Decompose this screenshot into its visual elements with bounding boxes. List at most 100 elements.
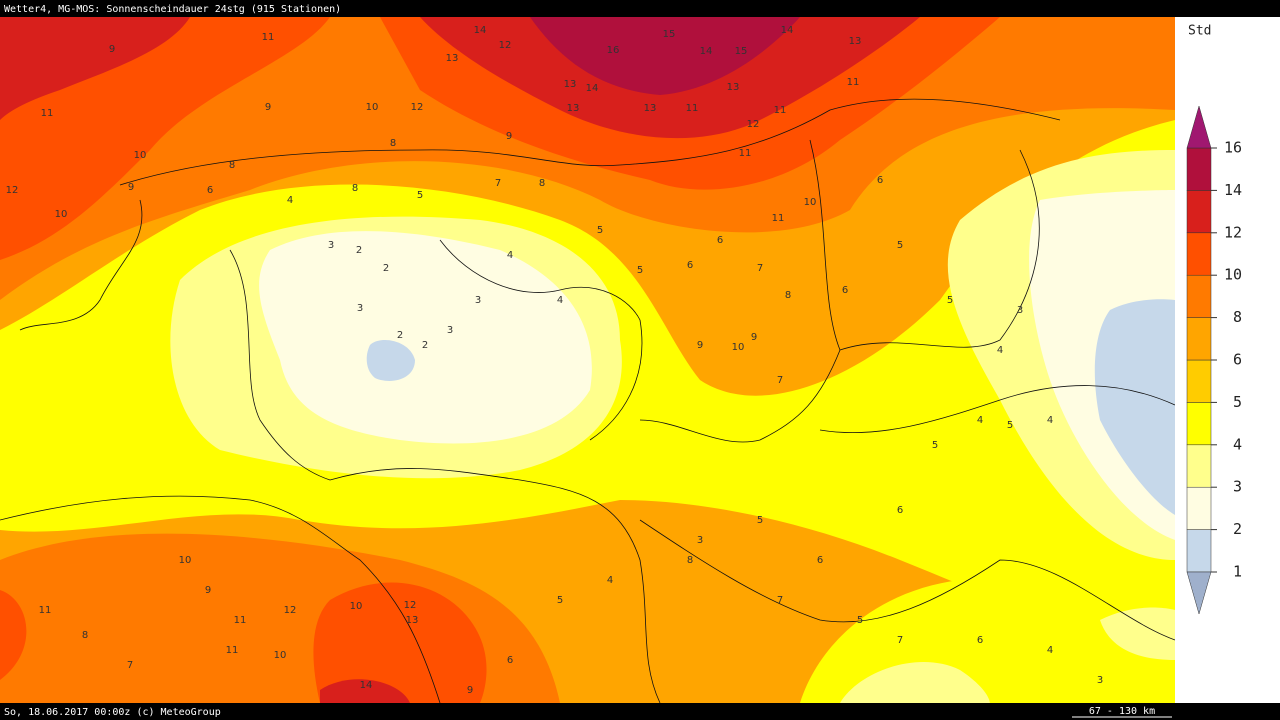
- station-value: 4: [607, 575, 613, 586]
- station-value: 5: [897, 240, 903, 251]
- station-value: 5: [417, 190, 423, 201]
- legend-band: [1186, 444, 1212, 488]
- station-value: 13: [564, 79, 577, 90]
- legend-level: 6: [1233, 351, 1242, 369]
- footer-text: So, 18.06.2017 00:00z (c) MeteoGroup: [4, 707, 221, 718]
- station-value: 11: [686, 103, 699, 114]
- station-value: 9: [697, 340, 703, 351]
- station-value: 8: [229, 160, 235, 171]
- legend-band: [1186, 317, 1212, 361]
- station-value: 12: [499, 40, 512, 51]
- station-value: 2: [383, 263, 389, 274]
- station-value: 3: [328, 240, 334, 251]
- station-value: 9: [467, 685, 473, 696]
- station-value: 3: [697, 535, 703, 546]
- legend-band: [1186, 486, 1212, 530]
- station-value: 4: [977, 415, 983, 426]
- footer-bar: [0, 703, 1280, 720]
- station-value: 4: [287, 195, 293, 206]
- station-value: 12: [6, 185, 19, 196]
- station-value: 13: [567, 103, 580, 114]
- station-value: 8: [352, 183, 358, 194]
- legend-arrow-high: [1186, 105, 1212, 149]
- station-value: 6: [977, 635, 983, 646]
- station-value: 3: [475, 295, 481, 306]
- station-value: 3: [1097, 675, 1103, 686]
- station-value: 10: [274, 650, 287, 661]
- station-value: 5: [932, 440, 938, 451]
- station-value: 7: [897, 635, 903, 646]
- station-value: 7: [127, 660, 133, 671]
- legend-level: 3: [1233, 478, 1242, 496]
- station-value: 10: [804, 197, 817, 208]
- station-value: 6: [817, 555, 823, 566]
- station-value: 6: [717, 235, 723, 246]
- station-value: 9: [128, 182, 134, 193]
- station-value: 2: [356, 245, 362, 256]
- station-value: 12: [284, 605, 297, 616]
- station-value: 11: [772, 213, 785, 224]
- legend-level: 4: [1233, 435, 1242, 453]
- header-bar: [0, 0, 1280, 17]
- station-value: 5: [637, 265, 643, 276]
- station-value: 15: [735, 46, 748, 57]
- station-value: 12: [411, 102, 424, 113]
- legend-arrow-low: [1186, 571, 1212, 615]
- station-value: 11: [739, 148, 752, 159]
- station-value: 2: [422, 340, 428, 351]
- station-value: 14: [700, 46, 713, 57]
- station-value: 10: [134, 150, 147, 161]
- station-value: 8: [82, 630, 88, 641]
- station-value: 3: [447, 325, 453, 336]
- station-value: 9: [205, 585, 211, 596]
- station-value: 9: [751, 332, 757, 343]
- station-value: 6: [207, 185, 213, 196]
- station-value: 6: [877, 175, 883, 186]
- legend-band: [1186, 190, 1212, 234]
- station-value: 9: [506, 131, 512, 142]
- station-value: 16: [607, 45, 620, 56]
- station-value: 13: [406, 615, 419, 626]
- stations: 9 11 11 9 10 12 10 8 13 14 12 13 16 15 14 15 14 13 13 14 13 1…: [6, 25, 1104, 696]
- station-value: 8: [785, 290, 791, 301]
- station-value: 5: [757, 515, 763, 526]
- station-value: 5: [947, 295, 953, 306]
- station-value: 7: [757, 263, 763, 274]
- station-value: 8: [687, 555, 693, 566]
- station-value: 10: [179, 555, 192, 566]
- station-value: 13: [727, 82, 740, 93]
- station-value: 11: [262, 32, 275, 43]
- legend-level: 1: [1233, 563, 1242, 581]
- station-value: 6: [842, 285, 848, 296]
- station-value: 5: [857, 615, 863, 626]
- legend-level: 16: [1224, 139, 1242, 157]
- legend-band: [1186, 529, 1212, 573]
- station-value: 8: [390, 138, 396, 149]
- legend-level: 10: [1224, 266, 1242, 284]
- station-value: 4: [557, 295, 563, 306]
- legend-level: 12: [1224, 223, 1242, 241]
- station-value: 4: [1047, 645, 1053, 656]
- legend-level: 5: [1233, 393, 1242, 411]
- station-value: 11: [847, 77, 860, 88]
- station-value: 6: [507, 655, 513, 666]
- station-value: 15: [663, 29, 676, 40]
- station-value: 12: [747, 119, 760, 130]
- station-value: 11: [226, 645, 239, 656]
- borders: [0, 98, 1176, 704]
- station-value: 7: [495, 178, 501, 189]
- station-value: 3: [357, 303, 363, 314]
- station-value: 7: [777, 375, 783, 386]
- legend-level: 8: [1233, 308, 1242, 326]
- legend-band: [1186, 232, 1212, 276]
- station-value: 13: [644, 103, 657, 114]
- station-value: 4: [997, 345, 1003, 356]
- legend-band: [1186, 359, 1212, 403]
- station-value: 10: [55, 209, 68, 220]
- station-value: 11: [774, 105, 787, 116]
- station-value: 5: [557, 595, 563, 606]
- station-value: 5: [597, 225, 603, 236]
- station-value: 10: [366, 102, 379, 113]
